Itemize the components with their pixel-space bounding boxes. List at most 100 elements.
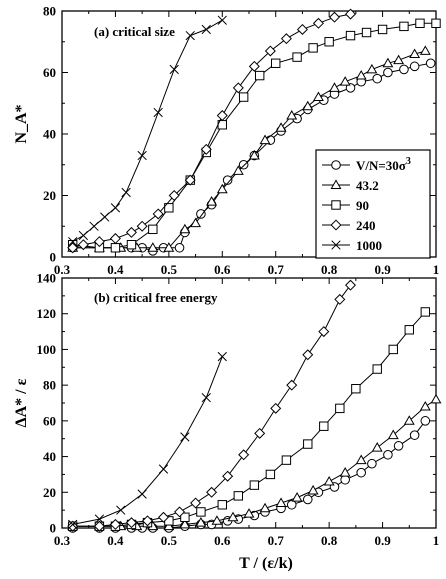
series-triangle <box>67 393 442 531</box>
data-point <box>335 403 345 414</box>
x-tick-label: 0.9 <box>374 533 391 548</box>
x-tick-label: 0.5 <box>161 533 178 548</box>
data-point <box>319 421 329 431</box>
y-tick-label: 20 <box>43 485 56 500</box>
series-line <box>72 356 223 525</box>
data-point <box>383 449 393 460</box>
data-point <box>100 212 110 222</box>
y-tick-label: 100 <box>37 342 57 357</box>
data-point <box>345 30 356 41</box>
legend-label: 43.2 <box>356 178 379 193</box>
data-point <box>377 24 388 35</box>
data-point <box>286 109 298 120</box>
legend-marker <box>331 240 341 250</box>
data-point <box>356 467 367 478</box>
x-tick-label: 0.3 <box>54 262 71 277</box>
data-point <box>158 464 169 474</box>
data-point <box>340 474 350 485</box>
panel-a-y-axis-label: N_A* <box>13 104 30 143</box>
data-point <box>163 520 175 531</box>
legend-marker <box>330 219 342 231</box>
data-point <box>312 91 324 102</box>
panel-b-title: (b) critical free energy <box>94 290 218 305</box>
data-point <box>93 520 105 532</box>
data-point <box>419 400 431 411</box>
data-point <box>68 236 78 247</box>
data-point <box>345 279 357 291</box>
data-point <box>152 208 164 220</box>
panel-critical-free-energy: (b) critical free energy ΔA* / ε T / (ε/… <box>13 271 442 572</box>
x-tick-label: 0.7 <box>268 533 285 548</box>
x-tick-label: 0.9 <box>374 262 391 277</box>
y-tick-label: 0 <box>50 521 57 536</box>
y-tick-label: 60 <box>43 413 56 428</box>
series-diamond <box>67 8 357 254</box>
data-point <box>393 54 405 65</box>
data-point <box>136 220 148 232</box>
data-point <box>238 92 249 102</box>
data-point <box>393 441 404 451</box>
series-triangle <box>67 45 431 252</box>
y-tick-label: 140 <box>37 271 57 286</box>
data-point <box>190 217 202 228</box>
y-tick-label: 120 <box>37 306 57 321</box>
data-point <box>201 392 211 403</box>
y-tick-label: 0 <box>50 250 57 265</box>
y-tick-label: 80 <box>43 378 56 393</box>
data-point <box>185 30 195 41</box>
data-point <box>195 517 207 527</box>
data-point <box>404 325 414 335</box>
data-point <box>334 293 346 305</box>
legend: V/N=30σ3 43.2 90 240 1000 <box>315 149 431 259</box>
data-point <box>372 73 383 84</box>
data-point <box>265 469 276 480</box>
data-point <box>168 189 180 202</box>
x-axis-label: T / (ε/k) <box>239 555 293 572</box>
data-point <box>371 442 383 452</box>
data-point <box>89 221 99 231</box>
data-point <box>78 230 89 241</box>
data-point <box>227 511 239 522</box>
data-point <box>141 515 153 527</box>
data-point <box>355 454 367 465</box>
data-point <box>179 518 191 529</box>
data-point <box>110 203 121 213</box>
data-point <box>409 48 421 58</box>
data-point <box>196 507 206 517</box>
data-point <box>147 242 159 252</box>
data-point <box>382 57 394 68</box>
data-point <box>222 470 234 482</box>
data-point <box>303 439 313 449</box>
data-point <box>367 458 377 469</box>
data-point <box>292 52 302 62</box>
data-point <box>361 27 372 38</box>
series-diamond <box>67 279 357 532</box>
data-point <box>312 17 324 29</box>
data-point <box>164 203 174 213</box>
data-point <box>339 467 351 477</box>
data-point <box>201 24 211 35</box>
data-point <box>126 240 137 250</box>
data-point <box>125 226 137 238</box>
series-square <box>67 307 431 531</box>
data-point <box>238 449 250 461</box>
data-point <box>163 242 175 252</box>
data-point <box>420 307 431 317</box>
series-line <box>72 311 426 527</box>
data-point <box>270 402 282 414</box>
data-point <box>383 67 393 78</box>
data-point <box>216 110 228 122</box>
data-point <box>233 491 244 501</box>
data-point <box>158 511 170 523</box>
data-point <box>217 500 227 510</box>
data-point <box>366 63 378 74</box>
data-point <box>388 344 398 355</box>
data-point <box>339 76 351 86</box>
x-tick-label: 0.6 <box>214 533 231 548</box>
data-point <box>329 82 340 92</box>
legend-marker <box>331 200 341 210</box>
data-point <box>180 432 190 442</box>
x-tick-label: 0.8 <box>321 262 338 277</box>
data-point <box>280 33 292 45</box>
